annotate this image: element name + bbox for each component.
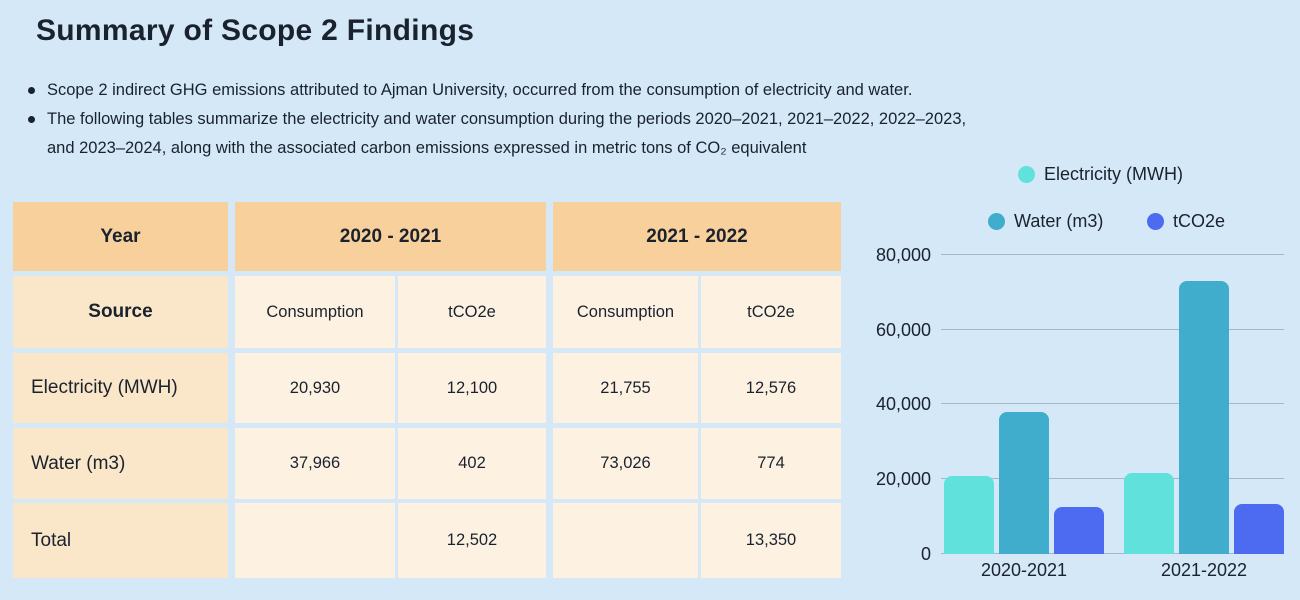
table-row-label-total: Total [13,503,228,578]
y-axis-tick: 80,000 [875,245,931,265]
y-axis-tick: 40,000 [875,394,931,414]
table-source-header: Source [13,276,228,348]
legend-label: Electricity (MWH) [1044,163,1183,184]
bar-tco2e-2021-2022 [1234,504,1284,554]
x-axis-label-2021-2022: 2021-2022 [1160,560,1248,580]
gridline [941,553,1284,554]
gridline [941,403,1284,404]
legend-dot-water-icon [988,212,1005,230]
table-cell: 20,930 [235,353,395,423]
table-cell: 12,576 [701,353,841,423]
bar-tco2e-2020-2021 [1054,507,1104,554]
table-cell: 12,100 [398,353,546,423]
table-cell [235,503,395,578]
gridline [941,478,1284,479]
table-subheader-tco2e: tCO2e [398,276,546,348]
bar-water-m3-2021-2022 [1179,281,1229,554]
gridline [941,254,1284,255]
table-row-label-water: Water (m3) [13,428,228,499]
legend-item-electricity: Electricity (MWH) [1018,163,1183,185]
table-cell: 73,026 [553,428,698,499]
legend-dot-tco2e-icon [1147,212,1164,230]
table-subheader-consumption: Consumption [553,276,698,348]
y-axis: 0 20,000 40,000 60,000 80,000 [845,244,935,565]
table-year-group-2021-2022: 2021 - 2022 [553,202,841,271]
legend-dot-electricity-icon [1018,165,1035,183]
table-corner-cell: Year [13,202,228,271]
bullet-item: The following tables summarize the elect… [28,105,966,163]
gridline [941,329,1284,330]
legend-item-tco2e: tCO2e [1147,210,1225,232]
table-cell: 12,502 [398,503,546,578]
table-cell: 21,755 [553,353,698,423]
table-cell [553,503,698,578]
y-axis-tick: 0 [920,544,931,564]
table-cell: 37,966 [235,428,395,499]
table-cell: 13,350 [701,503,841,578]
table-row-label-electricity: Electricity (MWH) [13,353,228,423]
y-axis-tick: 60,000 [875,320,931,340]
page-title: Summary of Scope 2 Findings [36,14,475,47]
bar-electricity-mwh-2021-2022 [1124,473,1174,554]
bullet-icon [28,116,35,123]
bullet-line: and 2023–2024, along with the associated… [47,139,807,157]
bar-electricity-mwh-2020-2021 [944,476,994,554]
bullet-icon [28,87,35,94]
legend-item-water: Water (m3) [988,210,1103,232]
bullet-list: Scope 2 indirect GHG emissions attribute… [28,76,966,163]
table-subheader-tco2e: tCO2e [701,276,841,348]
bar-water-m3-2020-2021 [999,412,1049,554]
bullet-line: Scope 2 indirect GHG emissions attribute… [47,81,913,99]
y-axis-tick: 20,000 [875,469,931,489]
table-subheader-consumption: Consumption [235,276,395,348]
x-axis-label-2020-2021: 2020-2021 [980,560,1068,580]
table-year-group-2020-2021: 2020 - 2021 [235,202,546,271]
chart-plot [941,254,1284,554]
bullet-line: The following tables summarize the elect… [47,110,967,128]
legend-label: Water (m3) [1014,210,1104,231]
legend-label: tCO2e [1173,210,1226,231]
bullet-item: Scope 2 indirect GHG emissions attribute… [28,76,966,105]
summary-table: Year 2020 - 2021 2021 - 2022 Source Cons… [13,202,841,578]
table-cell: 402 [398,428,546,499]
table-cell: 774 [701,428,841,499]
